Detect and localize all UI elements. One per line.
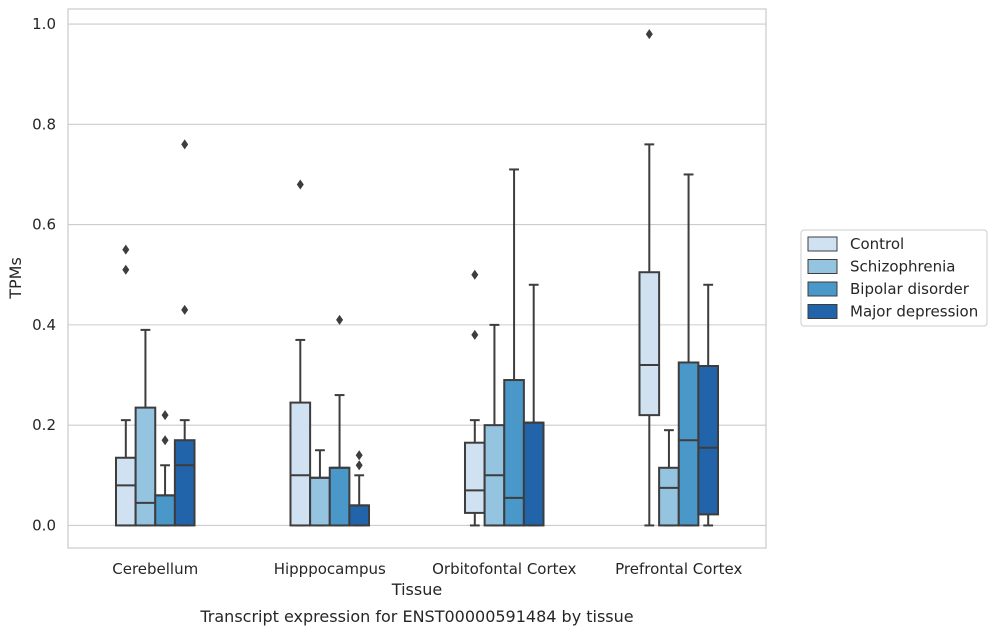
outlier-point (161, 410, 169, 421)
box (328, 466, 351, 527)
box-group (463, 168, 545, 527)
box-group (289, 179, 371, 527)
y-tick-label: 1.0 (32, 15, 56, 33)
plot-frame (67, 8, 767, 549)
legend-label: Schizophrenia (850, 258, 955, 276)
outlier-point (355, 460, 363, 471)
box (522, 421, 545, 527)
box (658, 466, 680, 527)
box (348, 504, 371, 527)
y-axis-label: TPMs (6, 257, 25, 300)
box (677, 361, 700, 527)
box-group (638, 29, 720, 527)
x-axis-label: Tissue (391, 580, 442, 599)
box-group (114, 139, 196, 527)
outlier-point (296, 179, 304, 190)
y-tick-label: 0.6 (32, 216, 56, 234)
box (289, 401, 312, 527)
outlier-point (122, 244, 130, 255)
y-tick-label: 0.0 (32, 516, 56, 534)
legend-swatch (807, 304, 838, 319)
legend-label: Major depression (850, 303, 978, 321)
box (638, 271, 661, 417)
box (309, 476, 331, 527)
box (134, 406, 157, 527)
legend-swatch (807, 259, 838, 274)
outlier-point (181, 139, 189, 150)
box (503, 379, 525, 527)
x-tick-label: Hipppocampus (274, 560, 386, 578)
x-tick-labels: Cerebellum Hipppocampus Orbitofontal Corte… (112, 560, 742, 578)
outlier-point (181, 304, 189, 315)
legend-swatch (807, 281, 838, 297)
legend-swatch (807, 236, 838, 252)
legend: Control Schizophrenia Bipolar disorder Majo… (800, 229, 988, 327)
legend-frame (800, 229, 988, 327)
box (697, 364, 720, 516)
outlier-point (355, 450, 363, 461)
outlier-point (161, 435, 169, 446)
y-tick-labels: 0.0 0.2 0.4 0.6 0.8 1.0 (32, 15, 56, 534)
y-tick-label: 0.4 (32, 316, 56, 334)
outlier-point (122, 264, 130, 275)
box (173, 439, 196, 527)
legend-label: Bipolar disorder (850, 280, 970, 298)
outlier-point (471, 269, 479, 280)
box (463, 441, 486, 514)
y-tick-label: 0.8 (32, 115, 56, 133)
x-tick-label: Cerebellum (112, 560, 198, 578)
box (154, 494, 176, 527)
chart-caption: Transcript expression for ENST0000059148… (199, 607, 633, 626)
outlier-point (471, 329, 479, 340)
box (114, 456, 137, 527)
x-tick-label: Prefrontal Cortex (615, 560, 742, 578)
x-tick-label: Orbitofontal Cortex (432, 560, 576, 578)
y-tick-label: 0.2 (32, 416, 56, 434)
box-groups (114, 29, 720, 527)
outlier-point (336, 314, 344, 325)
outlier-point (645, 29, 653, 40)
legend-label: Control (850, 235, 904, 253)
